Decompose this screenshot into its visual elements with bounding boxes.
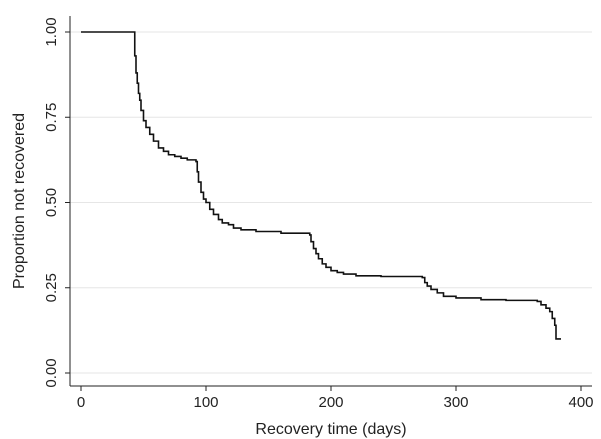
y-tick-label: 0.75 xyxy=(43,103,60,132)
y-tick-label: 0.00 xyxy=(43,358,60,387)
gridlines xyxy=(70,31,592,374)
x-tick-label: 100 xyxy=(193,394,218,411)
x-tick-label: 400 xyxy=(568,394,593,411)
survival-curve xyxy=(81,31,561,340)
y-axis-title: Proportion not recovered xyxy=(11,113,28,289)
x-axis-ticks: 0 100 200 300 400 xyxy=(77,386,594,411)
x-tick-label: 0 xyxy=(77,394,85,411)
y-tick-label: 1.00 xyxy=(43,17,60,46)
y-axis-ticks: 0.00 0.25 0.50 0.75 1.00 xyxy=(43,17,70,388)
y-tick-label: 0.25 xyxy=(43,273,60,302)
x-tick-label: 300 xyxy=(443,394,468,411)
y-tick-label: 0.50 xyxy=(43,188,60,217)
x-tick-label: 200 xyxy=(318,394,343,411)
x-axis-title: Recovery time (days) xyxy=(255,421,406,438)
